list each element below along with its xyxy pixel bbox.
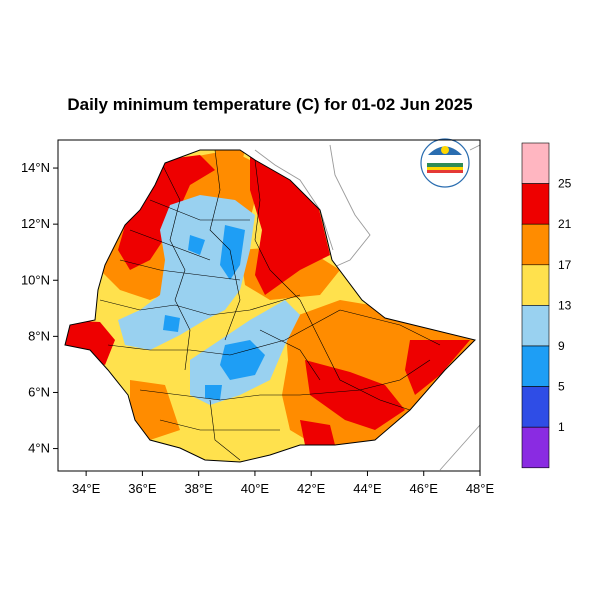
legend-color-box <box>521 426 550 469</box>
legend-level-label: 5 <box>558 380 565 394</box>
x-tick-label: 34°E <box>72 481 101 496</box>
legend-color-box <box>521 305 550 347</box>
temperature-field <box>65 150 475 462</box>
ethiopia-outline <box>64 149 476 463</box>
y-tick-label: 8°N <box>28 328 50 343</box>
regional-boundaries <box>99 150 441 461</box>
legend-level-label: 21 <box>558 217 572 231</box>
y-tick-label: 12°N <box>21 216 50 231</box>
axis-ticks: 34°E 36°E 38°E 40°E 42°E 44°E 46°E 48°E 4°N 6°N 8°… <box>21 160 495 496</box>
legend-level-label: 1 <box>558 420 565 434</box>
legend-color-box <box>521 223 550 266</box>
y-tick-label: 6°N <box>28 384 50 399</box>
y-tick-label: 4°N <box>28 441 50 456</box>
map-frame <box>57 139 481 472</box>
x-tick-label: 48°E <box>466 481 495 496</box>
x-tick-label: 38°E <box>184 481 213 496</box>
legend-level-label: 25 <box>558 177 572 191</box>
x-tick-label: 42°E <box>297 481 326 496</box>
map-title: Daily minimum temperature (C) for 01-02 … <box>67 95 473 114</box>
x-tick-label: 40°E <box>241 481 270 496</box>
legend-color-box <box>521 183 550 225</box>
legend-color-box <box>521 264 550 306</box>
x-tick-label: 44°E <box>353 481 382 496</box>
legend-color-box <box>521 345 550 387</box>
neighbor-borders <box>254 144 480 471</box>
x-tick-label: 36°E <box>128 481 157 496</box>
y-tick-label: 14°N <box>21 160 50 175</box>
color-legend: 25 21 17 13 9 5 1 <box>521 142 572 469</box>
x-tick-label: 46°E <box>410 481 439 496</box>
legend-color-box <box>521 386 550 428</box>
y-tick-label: 10°N <box>21 272 50 287</box>
legend-level-label: 17 <box>558 258 572 272</box>
legend-level-label: 13 <box>558 298 572 312</box>
ethiopian-meteorology-logo <box>420 138 470 188</box>
legend-color-box <box>521 142 550 184</box>
legend-level-label: 9 <box>558 339 565 353</box>
